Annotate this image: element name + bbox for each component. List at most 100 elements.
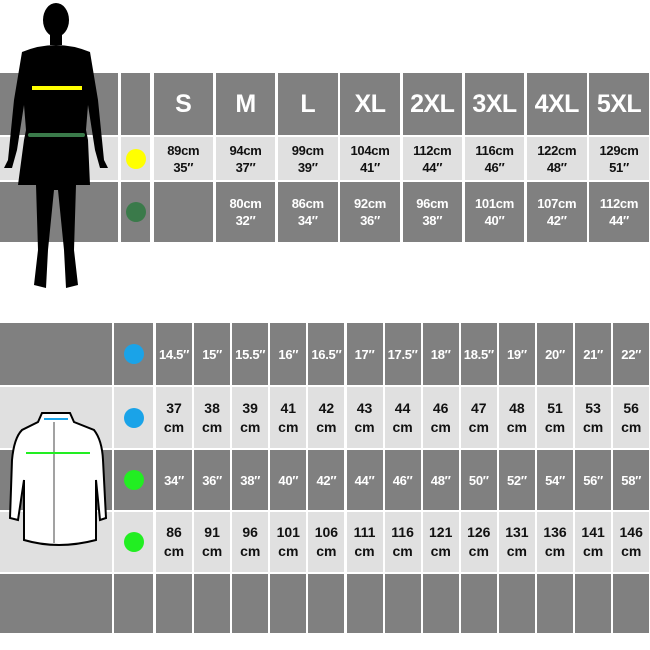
measurement-cell: 20″ xyxy=(537,323,573,385)
measurement-cell: 15″ xyxy=(194,323,231,385)
number-value: 146 xyxy=(619,524,643,540)
inch-value: 39″ xyxy=(297,159,318,175)
shirt-outline-icon xyxy=(8,412,108,546)
measurement-cell: 51 cm xyxy=(537,387,573,448)
cm-value: 80cm xyxy=(229,196,262,211)
measurement-cell: 96 cm xyxy=(232,512,269,572)
measurement-cell xyxy=(153,182,213,242)
cm-value: 99cm xyxy=(291,142,324,158)
cm-value: 101cm xyxy=(475,196,514,211)
measurement-cell: 58″ xyxy=(613,450,650,510)
measurement-cell: 44 cm xyxy=(384,387,421,448)
size-label: 4XL xyxy=(534,89,580,118)
measurement-cell: 116 cm xyxy=(384,512,421,572)
inch-value: 14.5″ xyxy=(158,346,190,362)
cm-value: 129cm xyxy=(599,142,639,158)
number-value: 48 xyxy=(509,399,525,416)
inch-value: 56″ xyxy=(583,472,603,488)
unit-label: cm xyxy=(163,418,185,435)
inch-value: 50″ xyxy=(468,472,489,488)
measurement-cell xyxy=(575,574,612,633)
measurement-cell xyxy=(194,574,231,633)
measurement-cell: 46″ xyxy=(384,450,421,510)
cm-value: 122cm xyxy=(537,142,577,158)
measurement-cell: 46 cm xyxy=(422,387,459,448)
number-value: 51 xyxy=(547,399,563,416)
size-header: L xyxy=(278,73,338,135)
number-value: 56 xyxy=(623,399,639,416)
inch-value: 58″ xyxy=(621,472,642,488)
inch-value: 44″ xyxy=(354,472,375,488)
number-value: 126 xyxy=(467,524,491,540)
inch-value: 52″ xyxy=(506,472,527,488)
inch-value: 38″ xyxy=(240,472,261,488)
size-header: XL xyxy=(340,73,400,135)
inch-value: 32″ xyxy=(235,213,256,228)
cm-value: 112cm xyxy=(413,142,452,158)
inch-value: 16″ xyxy=(278,346,299,362)
measurement-cell: 15.5″ xyxy=(232,323,269,385)
cm-value: 116cm xyxy=(475,142,514,158)
inch-value: 54″ xyxy=(545,472,565,488)
measurement-cell: 47 cm xyxy=(460,387,497,448)
measurement-cell: 42″ xyxy=(308,450,345,510)
collar_blue-dot xyxy=(123,344,144,364)
measurement-cell: 14.5″ xyxy=(156,323,192,385)
measurement-cell: 56 cm xyxy=(613,387,650,448)
unit-label: cm xyxy=(621,418,642,435)
inch-value: 18″ xyxy=(430,346,451,362)
size-label: XL xyxy=(354,89,386,118)
number-value: 91 xyxy=(204,524,220,540)
size-header: 3XL xyxy=(464,73,525,135)
measurement-cell: 101 cm xyxy=(270,512,307,572)
measurement-cell: 38 cm xyxy=(194,387,231,448)
measurement-cell xyxy=(613,574,650,633)
measurement-cell: 131 cm xyxy=(498,512,535,572)
measurement-cell: 41 cm xyxy=(270,387,307,448)
marker-cell xyxy=(114,512,153,572)
cm-value: 86cm xyxy=(291,196,324,211)
measurement-cell: 94cm 37″ xyxy=(215,137,276,180)
size-header: M xyxy=(215,73,276,135)
number-value: 38 xyxy=(204,399,220,416)
measurement-cell: 92cm 36″ xyxy=(340,182,400,242)
size-label: S xyxy=(175,89,192,118)
measurement-cell: 101cm 40″ xyxy=(464,182,525,242)
measurement-cell xyxy=(384,574,421,633)
measurement-cell: 42 cm xyxy=(308,387,345,448)
number-value: 37 xyxy=(166,399,182,416)
inch-value: 36″ xyxy=(202,472,222,488)
measurement-cell: 17.5″ xyxy=(384,323,421,385)
inch-value: 18.5″ xyxy=(463,346,494,362)
marker-cell xyxy=(114,323,153,385)
measurement-cell: 112cm 44″ xyxy=(402,137,462,180)
measurement-cell: 89cm 35″ xyxy=(153,137,213,180)
measurement-cell: 56″ xyxy=(575,450,612,510)
measurement-cell: 136 cm xyxy=(537,512,573,572)
measurement-cell: 121 cm xyxy=(422,512,459,572)
unit-label: cm xyxy=(506,418,527,435)
measurement-cell: 19″ xyxy=(498,323,535,385)
unit-label: cm xyxy=(544,418,566,435)
measurement-cell: 116cm 46″ xyxy=(464,137,525,180)
measurement-cell: 43 cm xyxy=(346,387,383,448)
unit-label: cm xyxy=(163,543,185,559)
size-header: 5XL xyxy=(589,73,649,135)
inch-value: 41″ xyxy=(360,159,380,175)
chest-marker-dot xyxy=(125,148,146,169)
cm-value: 104cm xyxy=(350,142,390,158)
inch-value: 42″ xyxy=(316,472,337,488)
measurement-cell xyxy=(460,574,497,633)
inch-value: 38″ xyxy=(422,213,443,228)
unit-label: cm xyxy=(316,543,337,559)
cm-value: 89cm xyxy=(167,142,200,158)
measurement-cell: 39 cm xyxy=(232,387,269,448)
unit-label: cm xyxy=(240,418,261,435)
inch-value: 42″ xyxy=(546,213,567,228)
measurement-cell: 80cm 32″ xyxy=(215,182,276,242)
measurement-cell: 96cm 38″ xyxy=(402,182,462,242)
size-label: M xyxy=(235,89,256,118)
size-label: 3XL xyxy=(472,89,517,118)
inch-value: 15″ xyxy=(202,346,222,362)
number-value: 47 xyxy=(471,399,487,416)
